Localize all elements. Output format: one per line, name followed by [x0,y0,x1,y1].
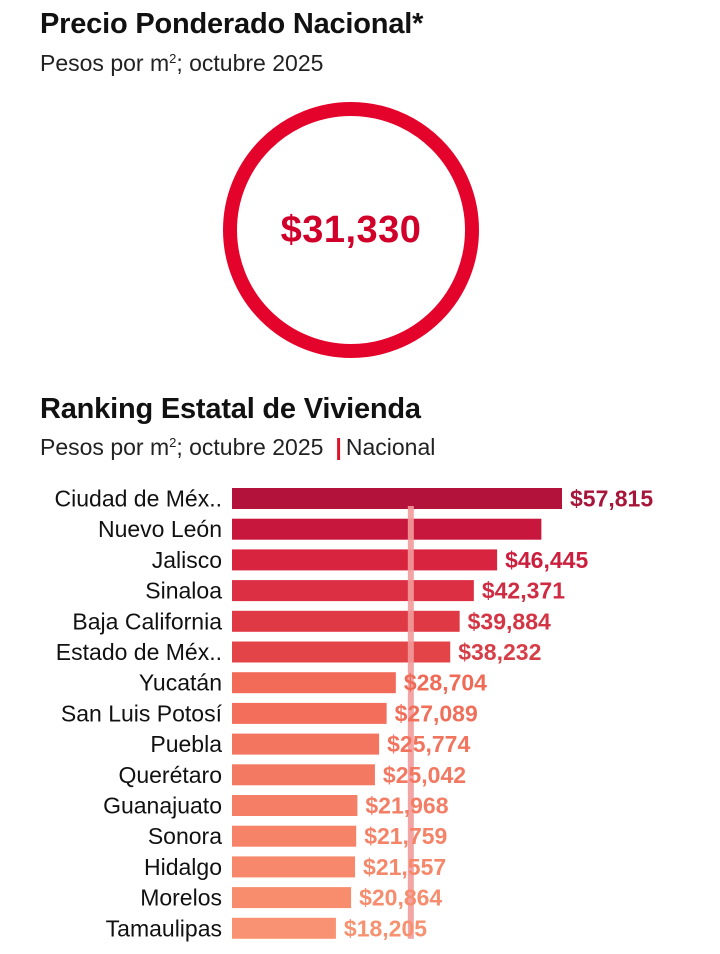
category-label: Tamaulipas [106,915,222,941]
bar [232,641,451,663]
ranking-subtitle: Pesos por m2; octubre 2025 | Nacional [40,434,435,461]
category-label: Nuevo León [98,516,222,542]
value-label: $25,774 [387,731,470,757]
value-label: $27,089 [395,700,478,726]
bar [232,764,375,786]
value-label: $25,042 [383,762,466,788]
summary-subtitle: Pesos por m2; octubre 2025 [40,50,323,77]
bar [232,887,352,909]
category-label: San Luis Potosí [61,700,223,726]
bar [232,580,474,602]
ranking-subtitle-suffix: ; octubre 2025 [176,434,324,460]
national-price-ring: $31,330 [223,102,479,358]
value-label: $57,815 [570,486,653,512]
value-label: $18,205 [344,915,427,941]
category-label: Yucatán [139,670,222,696]
bar [232,856,356,878]
value-label: $46,445 [505,547,588,573]
category-label: Sonora [148,823,222,849]
bar [232,549,498,571]
category-label: Sinaloa [145,578,222,604]
category-label: Querétaro [118,762,222,788]
bar [232,825,357,847]
ranking-subtitle-prefix: Pesos por m [40,434,170,460]
value-label: $21,557 [363,854,446,880]
category-label: Puebla [150,731,222,757]
value-label: $21,759 [364,823,447,849]
legend-national-label: Nacional [345,434,436,460]
category-label: Ciudad de Méx.. [55,486,222,512]
category-label: Hidalgo [144,854,222,880]
bar [232,917,336,939]
category-label: Baja California [72,608,222,634]
bar [232,733,380,755]
category-label: Estado de Méx.. [56,639,222,665]
ranking-chart: Ciudad de Méx.. Nuevo León Jalisco Sinaloa B… [55,486,654,942]
category-label: Morelos [140,885,222,911]
summary-subtitle-prefix: Pesos por m [40,50,170,76]
bar [232,518,542,540]
value-label: $21,968 [365,793,448,819]
value-label: $38,232 [458,639,541,665]
bar [232,702,387,724]
bar [232,795,358,816]
summary-subtitle-suffix: ; octubre 2025 [176,50,324,76]
ranking-title: Ranking Estatal de Vivienda [40,393,421,425]
legend-national-marker: | [335,434,342,460]
bar [232,488,562,509]
bar [232,610,460,632]
value-label: $42,371 [482,578,565,604]
category-label: Jalisco [152,547,222,573]
national-price-value: $31,330 [280,208,422,251]
category-label: Guanajuato [103,793,222,819]
value-label: $39,884 [468,608,551,634]
value-label: $20,864 [359,885,442,911]
summary-title: Precio Ponderado Nacional* [40,8,424,40]
national-reference-line [407,506,414,939]
value-label: $28,704 [404,670,487,696]
bar [232,672,396,694]
ranking-subtitle-sup: 2 [169,435,177,450]
summary-subtitle-sup: 2 [169,51,177,66]
